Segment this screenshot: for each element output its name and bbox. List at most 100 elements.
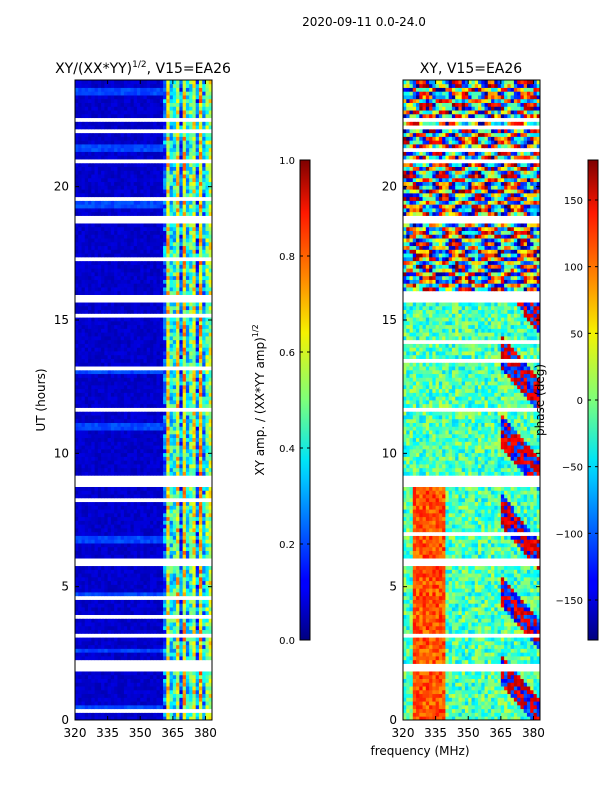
amplitude-heatmap-cell: [163, 622, 167, 627]
amplitude-heatmap-cell: [198, 622, 203, 627]
amplitude-heatmap-cell: [185, 396, 190, 401]
amplitude-heatmap-cell: [120, 554, 125, 559]
amplitude-heatmap-cell: [107, 625, 112, 631]
amplitude-heatmap-cell: [202, 279, 206, 284]
amplitude-heatmap-cell: [153, 610, 157, 615]
amplitude-heatmap-cell: [133, 656, 138, 661]
amplitude-heatmap-cell: [91, 603, 95, 608]
amplitude-heatmap-cell: [176, 501, 180, 506]
amplitude-heatmap-cell: [75, 629, 79, 634]
amplitude-heatmap-cell: [176, 528, 180, 533]
amplitude-heatmap-cell: [104, 407, 109, 412]
amplitude-heatmap-cell: [107, 716, 112, 720]
amplitude-heatmap-cell: [208, 313, 212, 318]
amplitude-heatmap-cell: [110, 479, 115, 484]
amplitude-heatmap-cell: [150, 407, 154, 412]
amplitude-heatmap-cell: [127, 618, 131, 623]
amplitude-heatmap-cell: [192, 622, 197, 627]
amplitude-heatmap-cell: [130, 539, 135, 544]
amplitude-heatmap-cell: [117, 704, 122, 710]
amplitude-heatmap-cell: [176, 407, 180, 412]
amplitude-heatmap-cell: [88, 704, 92, 710]
amplitude-heatmap-cell: [127, 656, 131, 661]
amplitude-heatmap-cell: [205, 422, 210, 427]
amplitude-heatmap-cell: [169, 403, 174, 408]
amplitude-heatmap-cell: [198, 332, 203, 337]
amplitude-heatmap-cell: [166, 505, 170, 510]
amplitude-heatmap-cell: [127, 324, 131, 329]
amplitude-heatmap-cell: [182, 313, 187, 318]
amplitude-heatmap-cell: [159, 584, 164, 589]
amplitude-heatmap-cell: [97, 339, 102, 344]
amplitude-heatmap-cell: [104, 603, 109, 608]
amplitude-heatmap-cell: [94, 347, 99, 352]
amplitude-heatmap-cell: [169, 482, 174, 487]
amplitude-heatmap-cell: [136, 287, 141, 292]
amplitude-heatmap-cell: [208, 505, 212, 510]
amplitude-heatmap-cell: [182, 298, 187, 303]
amplitude-heatmap-cell: [84, 336, 89, 341]
amplitude-heatmap-cell: [127, 287, 131, 292]
amplitude-heatmap-cell: [146, 294, 151, 299]
amplitude-heatmap-cell: [94, 283, 99, 288]
amplitude-heatmap-cell: [182, 689, 187, 695]
amplitude-heatmap-cell: [120, 392, 125, 397]
amplitude-heatmap-cell: [107, 640, 112, 646]
amplitude-heatmap-cell: [205, 287, 210, 292]
amplitude-heatmap-cell: [101, 686, 105, 691]
amplitude-heatmap-cell: [130, 290, 135, 295]
amplitude-heatmap-cell: [91, 671, 95, 676]
amplitude-heatmap-cell: [101, 336, 105, 341]
amplitude-heatmap-cell: [136, 539, 141, 544]
amplitude-heatmap-cell: [195, 656, 200, 661]
amplitude-heatmap-cell: [143, 561, 148, 567]
amplitude-heatmap-cell: [176, 648, 180, 653]
amplitude-heatmap-cell: [169, 584, 174, 589]
amplitude-heatmap-cell: [163, 701, 167, 706]
amplitude-heatmap-cell: [172, 339, 177, 344]
amplitude-heatmap-cell: [97, 430, 102, 435]
amplitude-heatmap-cell: [208, 708, 212, 713]
amplitude-heatmap-cell: [208, 283, 212, 288]
amplitude-heatmap-cell: [97, 674, 102, 679]
amplitude-heatmap-cell: [133, 456, 138, 461]
amplitude-heatmap-cell: [163, 644, 167, 649]
amplitude-heatmap-cell: [130, 573, 135, 578]
amplitude-heatmap-cell: [94, 471, 99, 476]
amplitude-heatmap-cell: [88, 362, 92, 367]
amplitude-heatmap-cell: [159, 415, 164, 420]
amplitude-heatmap-cell: [146, 550, 151, 555]
amplitude-heatmap-cell: [189, 460, 193, 465]
amplitude-heatmap-cell: [182, 415, 187, 420]
amplitude-heatmap-cell: [156, 302, 161, 307]
amplitude-heatmap-cell: [127, 433, 131, 439]
amplitude-heatmap-cell: [127, 351, 131, 356]
amplitude-heatmap-cell: [140, 674, 144, 679]
amplitude-heatmap-cell: [172, 290, 177, 295]
amplitude-heatmap-cell: [172, 531, 177, 536]
amplitude-heatmap-cell: [123, 479, 128, 484]
amplitude-heatmap-cell: [81, 377, 86, 382]
amplitude-heatmap-cell: [81, 546, 86, 551]
amplitude-heatmap-cell: [133, 595, 138, 600]
amplitude-heatmap-cell: [78, 682, 82, 687]
amplitude-heatmap-cell: [143, 701, 148, 706]
amplitude-heatmap-cell: [94, 490, 99, 495]
amplitude-heatmap-cell: [75, 467, 79, 472]
amplitude-heatmap-cell: [166, 554, 170, 559]
amplitude-heatmap-cell: [156, 546, 161, 551]
amplitude-heatmap-cell: [104, 298, 109, 303]
amplitude-heatmap-cell: [182, 366, 187, 371]
amplitude-heatmap-cell: [143, 332, 148, 337]
amplitude-heatmap-cell: [182, 603, 187, 608]
amplitude-heatmap-cell: [123, 509, 128, 514]
amplitude-heatmap-cell: [107, 430, 112, 435]
amplitude-heatmap-cell: [185, 693, 190, 698]
amplitude-heatmap-cell: [136, 471, 141, 476]
amplitude-heatmap-cell: [192, 479, 197, 484]
amplitude-heatmap-cell: [101, 704, 105, 710]
amplitude-heatmap-cell: [84, 313, 89, 318]
amplitude-heatmap-cell: [202, 531, 206, 536]
amplitude-heatmap-cell: [195, 448, 200, 454]
amplitude-heatmap-cell: [159, 512, 164, 518]
